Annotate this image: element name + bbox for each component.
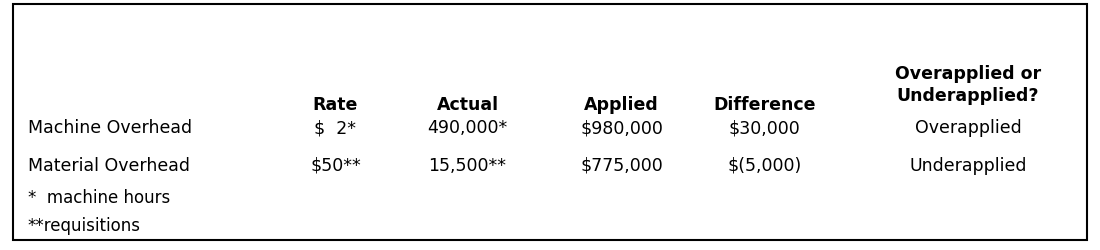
Text: $30,000: $30,000 xyxy=(728,118,801,136)
Text: 490,000*: 490,000* xyxy=(428,118,507,136)
Text: Underapplied: Underapplied xyxy=(910,156,1026,174)
Text: Machine Overhead: Machine Overhead xyxy=(28,118,191,136)
Text: Overapplied or
Underapplied?: Overapplied or Underapplied? xyxy=(895,65,1041,105)
Text: Difference: Difference xyxy=(713,96,816,114)
Text: $980,000: $980,000 xyxy=(580,118,663,136)
Text: 15,500**: 15,500** xyxy=(429,156,506,174)
Text: Material Overhead: Material Overhead xyxy=(28,156,189,174)
Text: $(5,000): $(5,000) xyxy=(727,156,802,174)
FancyBboxPatch shape xyxy=(13,5,1087,240)
Text: $  2*: $ 2* xyxy=(315,118,356,136)
Text: Rate: Rate xyxy=(312,96,359,114)
Text: $50**: $50** xyxy=(310,156,361,174)
Text: *  machine hours: * machine hours xyxy=(28,188,169,206)
Text: Actual: Actual xyxy=(437,96,498,114)
Text: Applied: Applied xyxy=(584,96,659,114)
Text: Overapplied: Overapplied xyxy=(914,118,1022,136)
Text: $775,000: $775,000 xyxy=(580,156,663,174)
Text: **requisitions: **requisitions xyxy=(28,216,141,234)
